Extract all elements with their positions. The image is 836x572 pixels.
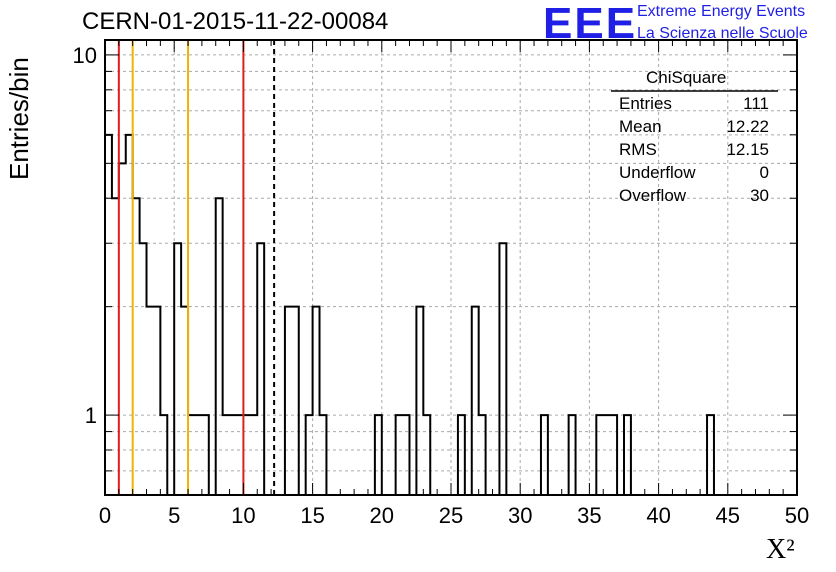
histogram-bin	[195, 415, 202, 495]
histogram-bin	[313, 307, 320, 495]
y-axis-label: Entries/bin	[4, 57, 34, 180]
x-tick-label: 35	[577, 503, 601, 528]
stats-row-mean: Mean 12.22	[619, 117, 769, 136]
stats-row-overflow: Overflow 30	[619, 186, 769, 205]
stats-box-title: ChiSquare	[646, 68, 727, 87]
x-tick-label: 0	[99, 503, 111, 528]
histogram-bin	[257, 243, 264, 495]
histogram-bin	[610, 415, 617, 495]
histogram-bin	[216, 198, 223, 495]
histogram-bin	[541, 415, 548, 495]
histogram-bin	[423, 415, 430, 495]
histogram-bin	[202, 415, 209, 495]
x-tick-label: 20	[370, 503, 394, 528]
histogram-bin	[160, 415, 167, 495]
histogram-bin	[569, 415, 576, 495]
histogram-bin	[119, 163, 126, 495]
histogram-bin	[126, 135, 133, 495]
histogram-bin	[181, 307, 188, 495]
x-tick-label: 5	[168, 503, 180, 528]
x-tick-label: 30	[508, 503, 532, 528]
histogram-bin	[174, 243, 181, 495]
histogram-bin	[306, 415, 313, 495]
histogram-bin	[416, 307, 423, 495]
histogram-bin	[250, 415, 257, 495]
histogram-bin	[153, 307, 160, 495]
histogram-bin	[499, 243, 506, 495]
stats-row-rms: RMS 12.15	[619, 140, 769, 159]
x-tick-label: 40	[646, 503, 670, 528]
stats-row-entries: Entries 111	[619, 94, 769, 113]
histogram-bin	[458, 415, 465, 495]
histogram-bin	[396, 415, 403, 495]
x-tick-label: 45	[716, 503, 740, 528]
histogram-bin	[230, 415, 237, 495]
logo-line-2: La Scienza nelle Scuole	[637, 25, 808, 42]
y-tick-label: 1	[85, 403, 97, 428]
histogram-bin	[140, 243, 147, 495]
histogram-bin	[707, 415, 714, 495]
chart-title: CERN-01-2015-11-22-00084	[82, 8, 389, 35]
histogram-bin	[188, 415, 195, 495]
histogram-bin	[147, 307, 154, 495]
histogram-bin	[223, 415, 230, 495]
histogram-bin	[105, 135, 112, 495]
histogram-bin	[603, 415, 610, 495]
histogram-bin	[320, 415, 327, 495]
histogram-bin	[243, 415, 250, 495]
x-tick-label: 25	[439, 503, 463, 528]
histogram-bin	[292, 307, 299, 495]
histogram-bin	[403, 415, 410, 495]
histogram-bin	[236, 415, 243, 495]
histogram-bin	[472, 307, 479, 495]
stats-row-underflow: Underflow 0	[619, 163, 769, 182]
x-axis-label: X²	[766, 534, 795, 565]
x-tick-label: 15	[300, 503, 324, 528]
histogram-bin	[133, 198, 140, 495]
x-tick-label: 10	[231, 503, 255, 528]
histogram-bin	[596, 415, 603, 495]
histogram-bin	[624, 415, 631, 495]
histogram-bin	[285, 307, 292, 495]
histogram-bin	[375, 415, 382, 495]
histogram-bin	[112, 198, 119, 495]
y-tick-label: 10	[73, 43, 97, 68]
x-tick-label: 50	[785, 503, 809, 528]
eee-logo: EEE	[543, 0, 638, 48]
logo-line-1: Extreme Energy Events	[637, 3, 806, 20]
histogram-bin	[479, 415, 486, 495]
